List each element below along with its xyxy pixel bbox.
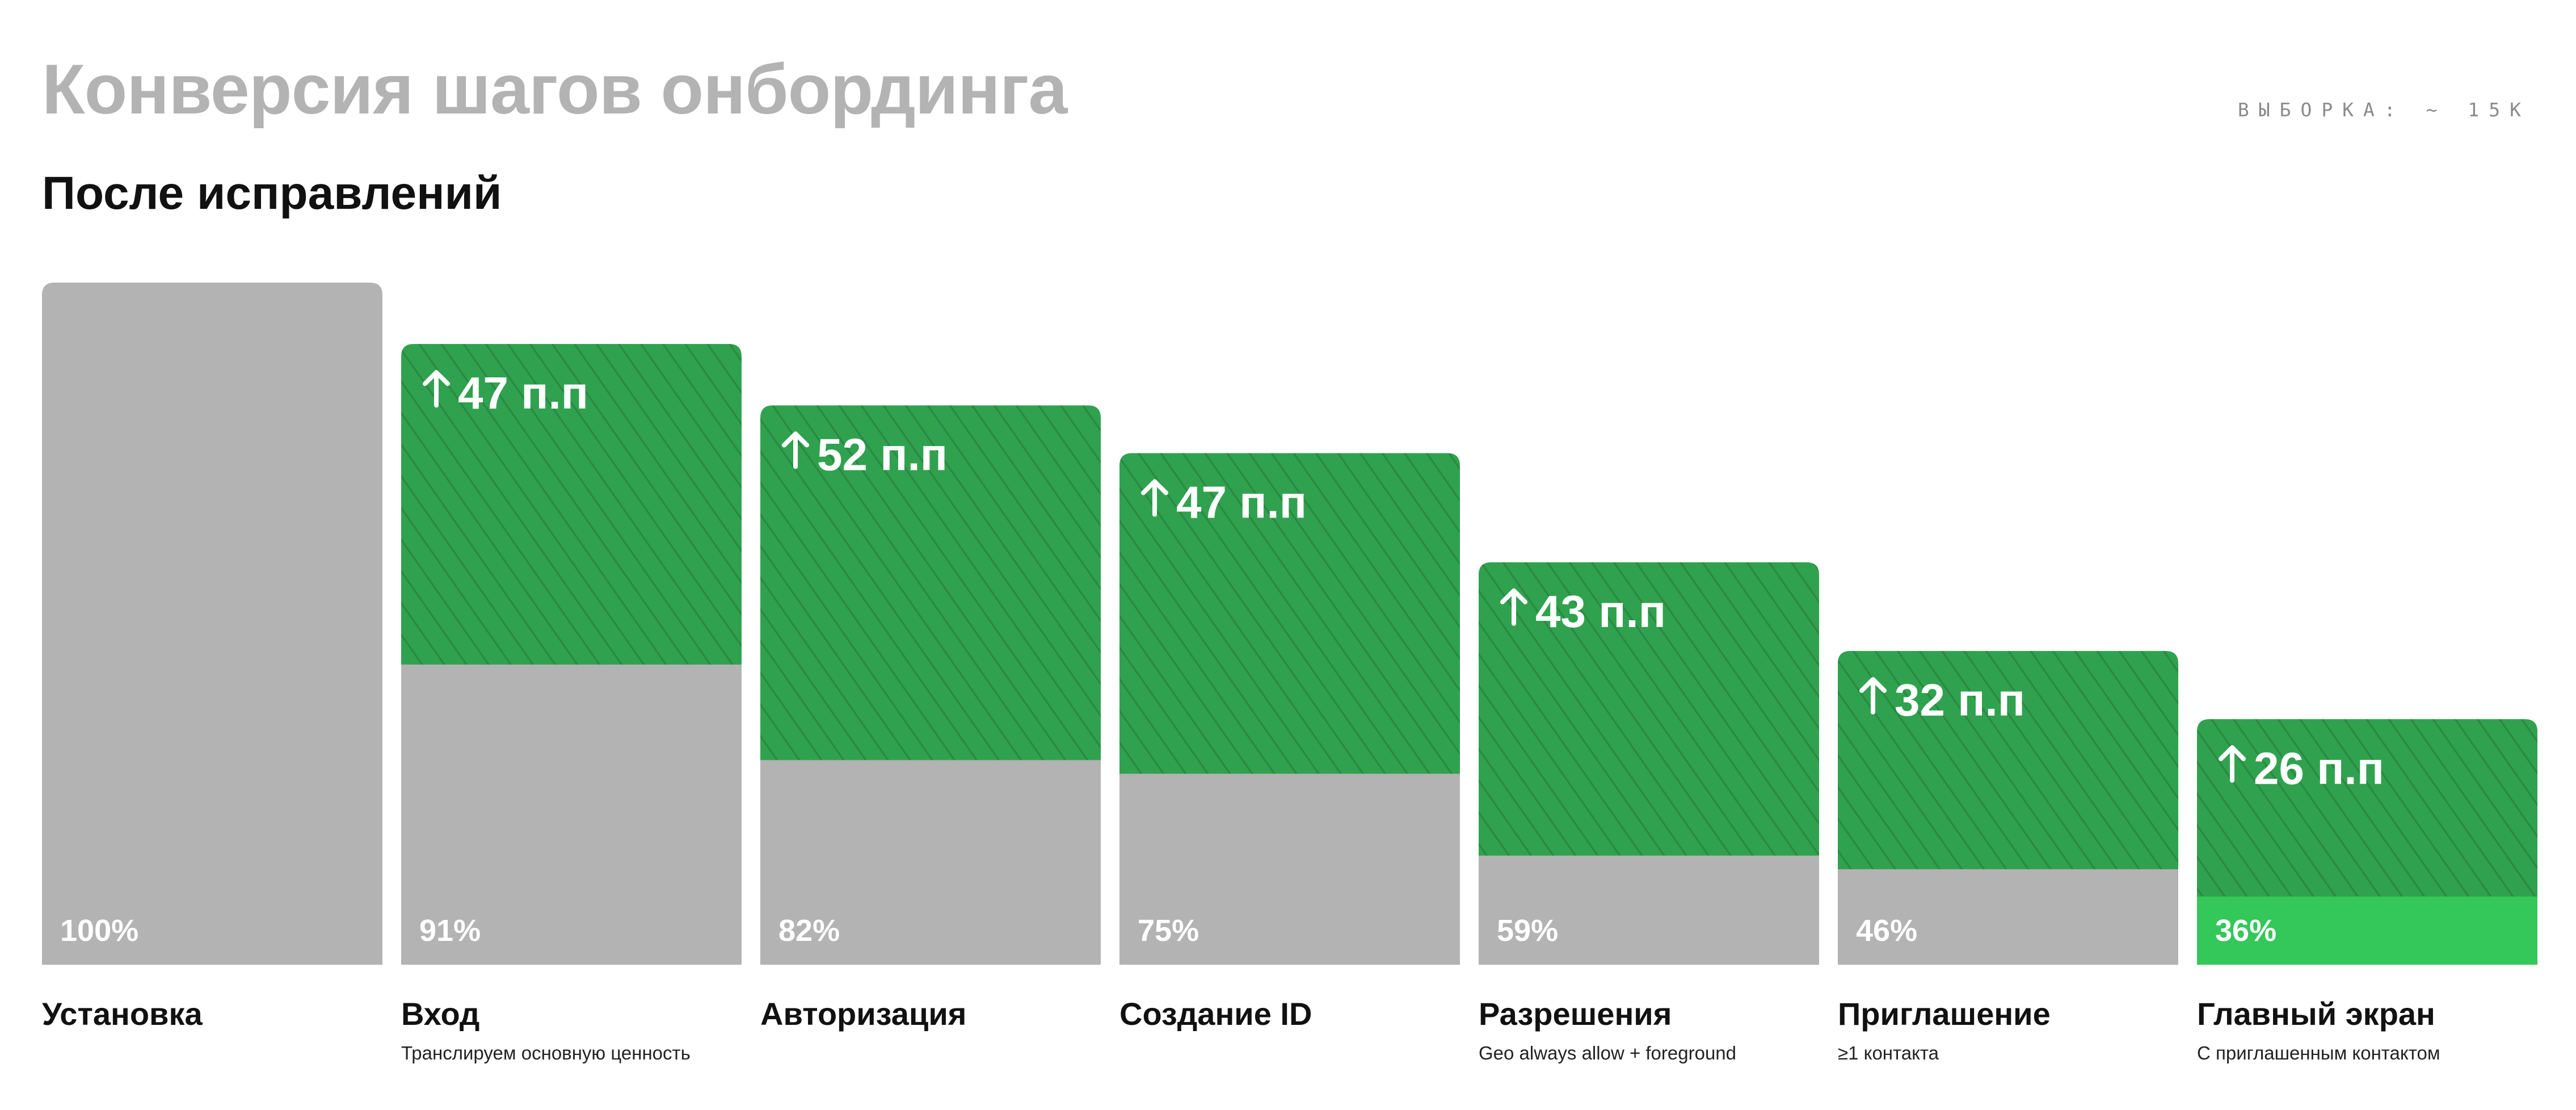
value-label: 100% <box>60 914 138 948</box>
delta-label: 32 п.п <box>1895 675 2025 725</box>
value-label: 59% <box>1497 914 1558 948</box>
delta-label: 47 п.п <box>458 368 588 418</box>
category-label: Приглашение <box>1838 996 2051 1032</box>
category-note: Транслируем основную ценность <box>401 1042 691 1063</box>
category-note: С приглашенным контактом <box>2197 1042 2440 1063</box>
delta-label: 52 п.п <box>817 429 948 480</box>
arrow-up-icon <box>1859 677 1887 715</box>
value-label: 75% <box>1138 914 1199 948</box>
category-label: Установка <box>42 996 203 1032</box>
baseline-bar <box>760 760 1101 965</box>
category-label: Создание ID <box>1119 996 1312 1032</box>
category-note: ≥1 контакта <box>1838 1042 1939 1063</box>
arrow-up-icon <box>782 431 809 469</box>
baseline-bar <box>1479 855 1819 965</box>
chart-subtitle: После исправлений <box>42 167 502 219</box>
delta-label: 43 п.п <box>1535 586 1666 637</box>
baseline-bar <box>2197 896 2537 965</box>
arrow-up-icon <box>423 370 450 408</box>
baseline-bar <box>401 665 742 965</box>
baseline-bar <box>42 283 382 965</box>
category-label: Авторизация <box>760 996 966 1032</box>
sample-size-label: ВЫБОРКА: ~ 15K <box>2237 99 2531 121</box>
value-label: 82% <box>778 914 840 948</box>
value-label: 46% <box>1856 914 1917 948</box>
baseline-bar <box>1838 869 2178 965</box>
arrow-up-icon <box>1141 479 1168 517</box>
baseline-bar <box>1119 773 1460 965</box>
chart-title: Конверсия шагов онбординга <box>42 51 1067 129</box>
value-label: 36% <box>2215 914 2276 948</box>
value-label: 91% <box>419 914 481 948</box>
delta-label: 26 п.п <box>2254 743 2384 793</box>
category-label: Вход <box>401 996 479 1032</box>
bars-group: 100% Установка 47 п.п 91% Вход Транслируем ос… <box>42 283 2537 1063</box>
category-label: Разрешения <box>1479 996 1672 1032</box>
delta-label: 47 п.п <box>1176 477 1307 528</box>
category-label: Главный экран <box>2197 996 2435 1032</box>
arrow-up-icon <box>1500 588 1527 626</box>
category-note: Geo always allow + foreground <box>1479 1042 1736 1063</box>
arrow-up-icon <box>2219 745 2246 783</box>
